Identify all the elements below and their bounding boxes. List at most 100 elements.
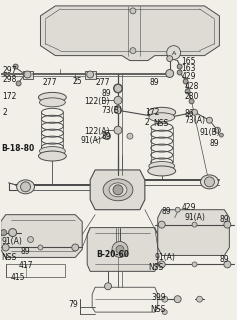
Text: 89: 89 [219, 255, 229, 264]
Circle shape [72, 244, 79, 251]
Text: 122(B): 122(B) [84, 97, 109, 106]
Ellipse shape [17, 180, 35, 194]
Circle shape [177, 70, 182, 75]
Text: 73(B): 73(B) [101, 106, 122, 115]
Ellipse shape [38, 92, 66, 102]
Circle shape [38, 245, 43, 250]
Ellipse shape [149, 113, 175, 122]
Ellipse shape [109, 183, 127, 197]
Circle shape [114, 107, 122, 114]
Text: NSS: NSS [153, 119, 168, 128]
Circle shape [166, 69, 174, 77]
Circle shape [130, 8, 136, 14]
Circle shape [127, 133, 133, 139]
Circle shape [177, 64, 182, 69]
Ellipse shape [40, 98, 65, 107]
Text: 91(A): 91(A) [155, 253, 176, 262]
Text: 89: 89 [101, 89, 111, 98]
Circle shape [214, 127, 220, 133]
Circle shape [87, 71, 94, 78]
Text: 2: 2 [145, 118, 150, 127]
Text: 91(A): 91(A) [80, 136, 101, 145]
Circle shape [21, 182, 31, 192]
Ellipse shape [149, 162, 175, 171]
Text: 429: 429 [182, 72, 196, 81]
Ellipse shape [148, 166, 176, 176]
Text: 89: 89 [210, 139, 219, 148]
Text: 280: 280 [185, 92, 199, 101]
Circle shape [24, 71, 31, 78]
Circle shape [162, 310, 167, 315]
Circle shape [113, 185, 123, 195]
Text: 163: 163 [182, 64, 196, 73]
Polygon shape [23, 70, 32, 79]
Ellipse shape [103, 179, 133, 201]
Text: NSS: NSS [150, 305, 165, 314]
Circle shape [185, 89, 190, 94]
Text: NSS: NSS [2, 253, 17, 262]
Text: 89: 89 [101, 132, 111, 141]
Circle shape [174, 296, 181, 303]
Text: 89: 89 [219, 215, 229, 224]
Text: 91(A): 91(A) [2, 237, 23, 246]
Text: NSS: NSS [148, 263, 163, 272]
Circle shape [112, 242, 128, 257]
Text: 165: 165 [182, 57, 196, 66]
Ellipse shape [40, 147, 65, 156]
Circle shape [13, 64, 18, 69]
Text: 86: 86 [185, 109, 194, 118]
Circle shape [16, 81, 21, 86]
Circle shape [161, 115, 168, 122]
Text: 429: 429 [182, 203, 196, 212]
Ellipse shape [38, 151, 66, 161]
Ellipse shape [148, 107, 176, 117]
Circle shape [192, 262, 197, 267]
Text: 399: 399 [152, 293, 166, 302]
Ellipse shape [201, 175, 219, 189]
Circle shape [219, 133, 223, 137]
Circle shape [2, 244, 9, 251]
Circle shape [196, 296, 202, 302]
Circle shape [158, 261, 165, 268]
Text: 428: 428 [185, 82, 199, 91]
Text: 79: 79 [68, 300, 78, 309]
Text: 298: 298 [3, 75, 17, 84]
Circle shape [183, 79, 188, 84]
Circle shape [167, 56, 173, 61]
Circle shape [114, 126, 122, 134]
Circle shape [27, 236, 33, 243]
Circle shape [130, 48, 136, 54]
Text: 25: 25 [72, 77, 82, 86]
Text: 417: 417 [18, 261, 33, 270]
Text: 415: 415 [11, 273, 25, 282]
Circle shape [206, 117, 212, 123]
Circle shape [191, 109, 197, 115]
Circle shape [105, 283, 112, 290]
Text: A: A [172, 51, 176, 56]
Polygon shape [1, 215, 82, 257]
Text: 297: 297 [3, 66, 17, 75]
Text: 91(B): 91(B) [200, 128, 220, 137]
Circle shape [116, 245, 124, 253]
Text: 2: 2 [3, 108, 7, 117]
Text: 277: 277 [42, 78, 57, 87]
Circle shape [114, 84, 122, 92]
Circle shape [224, 221, 231, 228]
Circle shape [1, 229, 7, 236]
Text: 277: 277 [95, 78, 110, 87]
Circle shape [115, 105, 121, 111]
Polygon shape [158, 210, 229, 255]
Polygon shape [87, 228, 158, 271]
Text: B-20-60: B-20-60 [96, 250, 129, 259]
Circle shape [192, 222, 197, 227]
Circle shape [175, 207, 180, 212]
Circle shape [224, 261, 231, 268]
Circle shape [205, 177, 214, 187]
Circle shape [9, 228, 17, 236]
Text: 91(A): 91(A) [185, 213, 205, 222]
Text: 89: 89 [162, 207, 171, 216]
Circle shape [162, 296, 168, 302]
Text: 122(A): 122(A) [84, 127, 110, 136]
Text: B-18-80: B-18-80 [2, 144, 35, 153]
Polygon shape [41, 6, 219, 60]
